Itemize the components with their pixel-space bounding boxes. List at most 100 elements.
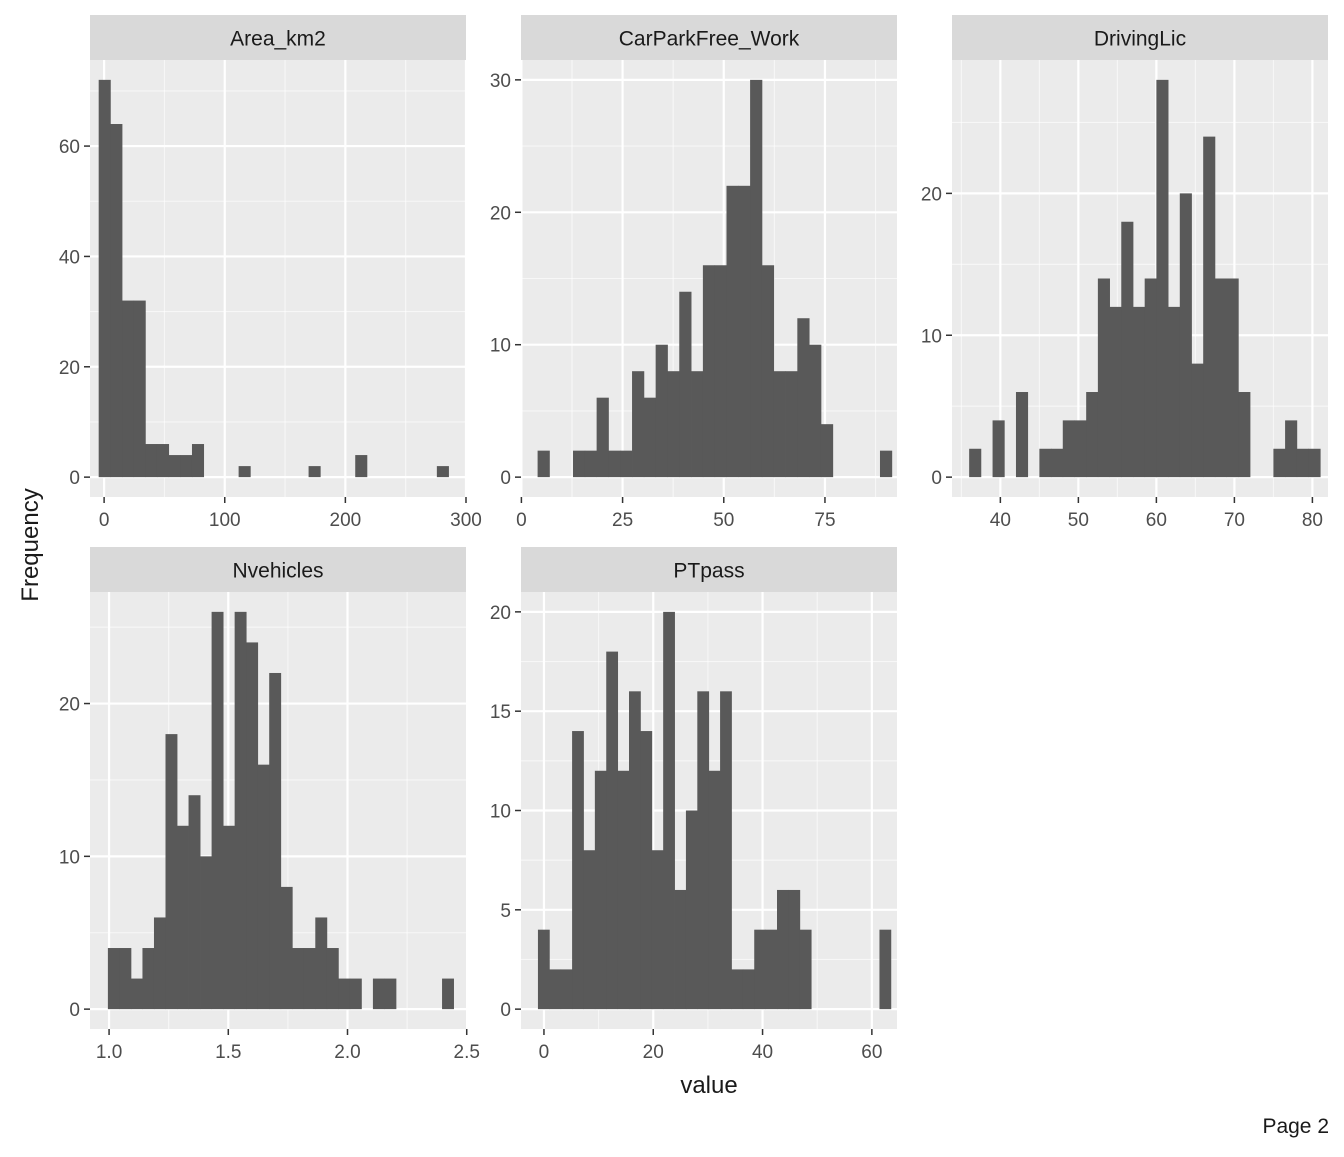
histogram-bar [142, 948, 155, 1010]
y-tick-label: 15 [490, 702, 511, 723]
facet-strip [90, 547, 466, 592]
x-tick-label: 75 [814, 510, 835, 531]
histogram-bar [238, 466, 251, 478]
panel-DrivingLic: DrivingLic 0 10 20 40 50 60 70 80 [921, 15, 1328, 531]
histogram-bar [820, 424, 834, 478]
histogram-bar [643, 397, 657, 478]
panel-Nvehicles: Nvehicles 0 10 20 1.0 1.5 2.0 2.5 [59, 547, 480, 1063]
histogram-bar [697, 691, 710, 1010]
histogram-bar [188, 795, 201, 1010]
y-tick-label: 20 [59, 695, 80, 716]
histogram-bar [606, 651, 619, 1010]
histogram-bar [384, 978, 397, 1010]
histogram-bar [326, 948, 339, 1010]
facet-strip-label: Nvehicles [232, 560, 323, 583]
histogram-bar [560, 969, 573, 1010]
y-tick-label: 0 [69, 1000, 80, 1021]
histogram-bar [165, 734, 178, 1010]
histogram-bar [640, 731, 653, 1010]
histogram-bar [280, 886, 293, 1010]
histogram-bar [761, 265, 775, 478]
y-tick-label: 20 [490, 603, 511, 624]
histogram-bar [246, 642, 259, 1010]
histogram-bar [629, 691, 641, 1010]
panel-CarParkFree_Work: CarParkFree_Work 0 10 20 30 0 25 50 75 [490, 15, 897, 531]
histogram-bar [809, 344, 822, 478]
histogram-bar [234, 611, 247, 1010]
histogram-bar [436, 466, 449, 478]
x-tick-label: 100 [209, 510, 241, 531]
x-tick-label: 0 [516, 510, 527, 531]
histogram-bar [691, 371, 704, 478]
histogram-bar [1214, 278, 1227, 478]
histogram-bar [584, 450, 598, 478]
histogram-bar [1238, 392, 1251, 478]
histogram-bar [303, 948, 316, 1010]
y-tick-label: 10 [490, 802, 511, 823]
histogram-bar [655, 344, 668, 478]
y-tick-label: 10 [921, 326, 942, 347]
histogram-bar [223, 825, 236, 1010]
histogram-bar [1051, 448, 1064, 478]
histogram-bar [1156, 79, 1169, 478]
histogram-bar [338, 978, 351, 1010]
histogram-bar [1062, 420, 1075, 478]
x-tick-label: 60 [1146, 510, 1167, 531]
histogram-bar [708, 770, 721, 1010]
histogram-bar [799, 929, 812, 1010]
histogram-bar [674, 889, 687, 1010]
histogram-bar [583, 850, 596, 1010]
histogram-bar [726, 185, 739, 478]
histogram-bar [98, 79, 111, 478]
x-tick-label: 1.5 [215, 1042, 241, 1063]
y-tick-label: 20 [921, 184, 942, 205]
histogram-bar [620, 450, 633, 478]
histogram-bar [663, 611, 675, 1010]
histogram-bar [720, 691, 732, 1010]
y-tick-label: 0 [500, 1000, 511, 1021]
x-tick-label: 2.5 [454, 1042, 480, 1063]
histogram-bar [797, 318, 810, 478]
x-axis-title: value [680, 1072, 737, 1099]
y-tick-label: 0 [931, 468, 942, 489]
y-tick-label: 5 [500, 901, 511, 922]
histogram-bar [777, 889, 789, 1010]
facet-strip [521, 15, 897, 60]
page-number-label: Page 2 [1262, 1115, 1329, 1138]
histogram-bar [1308, 448, 1321, 478]
y-tick-label: 30 [490, 71, 511, 92]
histogram-bar [608, 450, 621, 478]
histogram-bar [537, 450, 550, 478]
histogram-bar [269, 672, 282, 1010]
histogram-bar [1168, 306, 1181, 478]
facet-strip-label: DrivingLic [1094, 28, 1186, 51]
histogram-bar [145, 444, 158, 478]
histogram-bar [1132, 306, 1146, 478]
histogram-bar [785, 371, 798, 478]
histogram-bar [549, 969, 562, 1010]
histogram-bar [651, 850, 664, 1010]
histogram-bar [308, 466, 321, 478]
histogram-bar [180, 455, 193, 478]
y-tick-label: 40 [59, 247, 80, 268]
histogram-bar [177, 825, 189, 1010]
histogram-bar [754, 929, 767, 1010]
histogram-bar [1121, 221, 1134, 478]
y-axis-title: Frequency [17, 488, 44, 601]
x-tick-label: 70 [1224, 510, 1245, 531]
y-tick-label: 0 [500, 468, 511, 489]
x-tick-label: 40 [752, 1042, 773, 1063]
y-tick-label: 10 [59, 847, 80, 868]
y-tick-label: 60 [59, 137, 80, 158]
histogram-bar [130, 978, 143, 1010]
facet-strip [521, 547, 897, 592]
facet-strip-label: Area_km2 [230, 28, 326, 51]
x-tick-label: 50 [1068, 510, 1089, 531]
x-tick-label: 25 [612, 510, 633, 531]
y-tick-label: 10 [490, 336, 511, 357]
histogram-bar [211, 611, 224, 1010]
x-tick-label: 80 [1302, 510, 1323, 531]
histogram-bar [168, 455, 181, 478]
